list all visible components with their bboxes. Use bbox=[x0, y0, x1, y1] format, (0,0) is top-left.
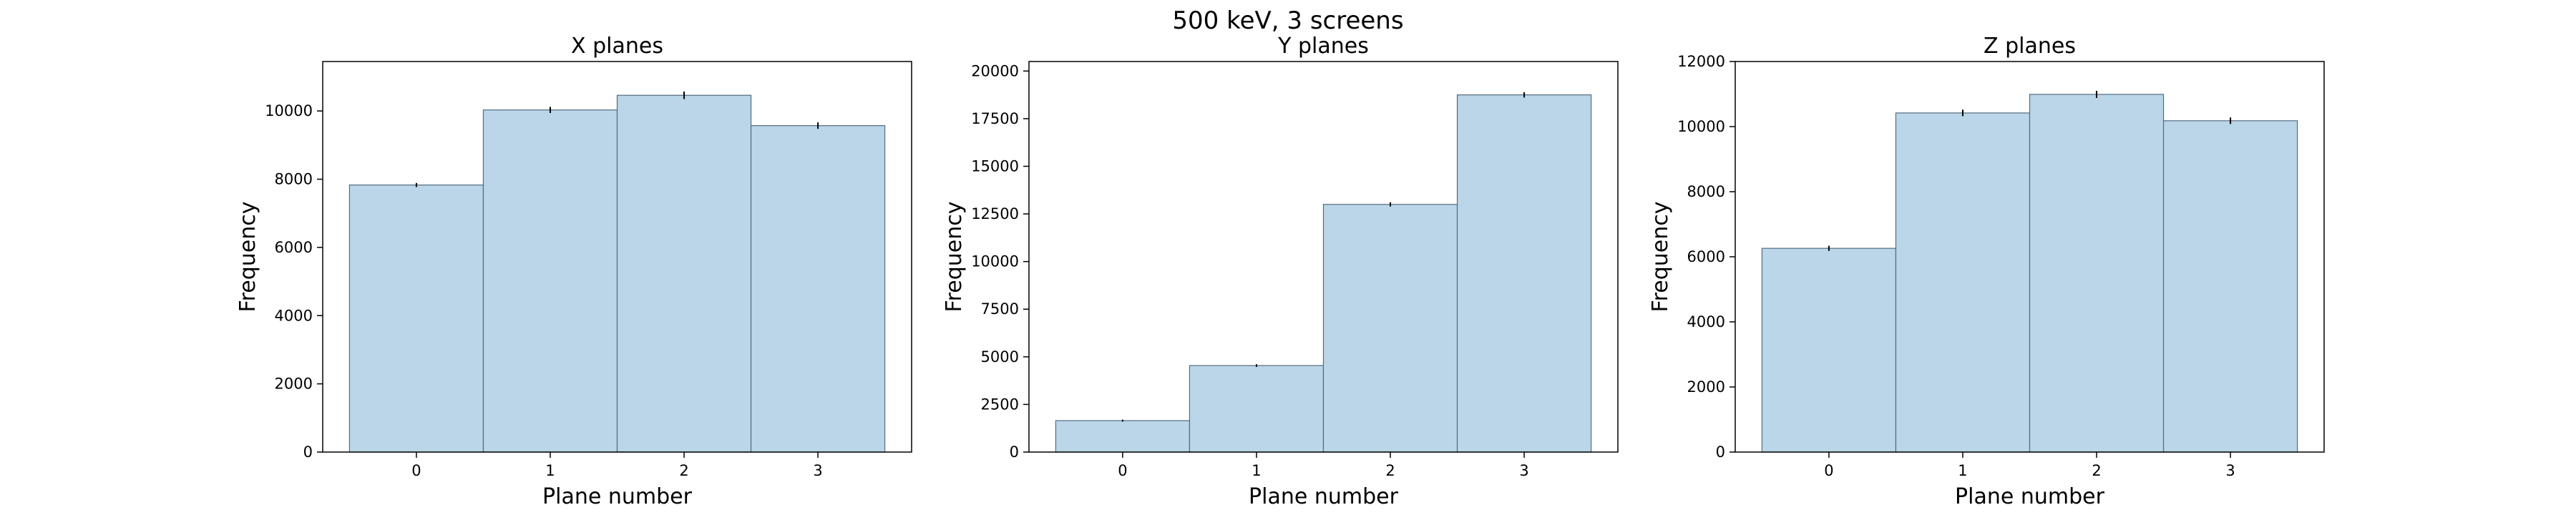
x-planes-ytick-label: 4000 bbox=[275, 307, 313, 324]
z-planes-bar-3 bbox=[2162, 120, 2298, 453]
x-planes-title: X planes bbox=[571, 34, 663, 59]
y-planes-ytick-label: 12500 bbox=[971, 205, 1019, 222]
z-planes-bar-0 bbox=[1761, 247, 1897, 453]
y-planes-ytick-label: 0 bbox=[1010, 443, 1019, 461]
z-planes-ytick-label: 0 bbox=[1716, 443, 1725, 461]
z-planes-xlabel: Plane number bbox=[1955, 484, 2105, 509]
z-planes-ytick-label: 10000 bbox=[1677, 118, 1725, 135]
z-planes-ytick-label: 4000 bbox=[1687, 313, 1725, 330]
z-planes-xtick-label: 1 bbox=[1958, 462, 1967, 479]
z-planes-xtick-label: 2 bbox=[2092, 462, 2101, 479]
z-planes-title: Z planes bbox=[1984, 34, 2076, 59]
x-planes-ytick-label: 10000 bbox=[265, 102, 313, 119]
z-planes-xtick-label: 0 bbox=[1824, 462, 1833, 479]
x-planes-ytick-label: 8000 bbox=[275, 171, 313, 188]
x-planes-ylabel: Frequency bbox=[235, 202, 260, 313]
x-planes-ytick-label: 6000 bbox=[275, 239, 313, 256]
y-planes-xtick-label: 2 bbox=[1385, 462, 1395, 479]
y-planes-bar-2 bbox=[1322, 204, 1458, 453]
y-planes-title: Y planes bbox=[1277, 34, 1369, 59]
y-planes-xlabel: Plane number bbox=[1249, 484, 1399, 509]
y-planes-ytick-label: 15000 bbox=[971, 157, 1019, 175]
z-planes-ytick-label: 2000 bbox=[1687, 378, 1725, 396]
y-planes-bar-0 bbox=[1055, 420, 1191, 453]
y-planes-bar-3 bbox=[1456, 94, 1592, 453]
z-planes-panel: 0 2000 4000 6000 8000 10000 12000 0 1 2 3 Z planes P… bbox=[1648, 34, 2325, 509]
y-planes-axes-frame bbox=[1028, 61, 1619, 453]
x-planes-ytick-label: 0 bbox=[303, 443, 313, 461]
x-planes-bar-0 bbox=[348, 185, 484, 453]
y-planes-xtick-label: 1 bbox=[1252, 462, 1261, 479]
x-planes-xtick-label: 1 bbox=[545, 462, 555, 479]
y-planes-ytick-label: 2500 bbox=[981, 396, 1019, 413]
y-planes-ytick-label: 7500 bbox=[981, 300, 1019, 318]
x-planes-axes-frame bbox=[322, 61, 912, 453]
x-planes-ytick-label: 2000 bbox=[275, 376, 313, 393]
x-planes-bar-2 bbox=[616, 94, 752, 453]
x-planes-xtick-label: 3 bbox=[813, 462, 822, 479]
y-planes-ytick-label: 17500 bbox=[971, 110, 1019, 127]
z-planes-xtick-label: 3 bbox=[2225, 462, 2235, 479]
x-planes-xtick-label: 2 bbox=[679, 462, 688, 479]
x-planes-bar-3 bbox=[750, 125, 886, 453]
z-planes-ytick-label: 6000 bbox=[1687, 248, 1725, 265]
y-planes-ytick-label: 10000 bbox=[971, 253, 1019, 270]
z-planes-bar-2 bbox=[2029, 94, 2165, 453]
x-planes-xtick-label: 0 bbox=[411, 462, 421, 479]
y-planes-panel: 0 2500 5000 7500 10000 12500 15000 17500 20000 0 1… bbox=[942, 34, 1619, 509]
y-planes-ytick-label: 20000 bbox=[971, 62, 1019, 79]
z-planes-bar-1 bbox=[1895, 112, 2031, 453]
y-planes-xtick-label: 3 bbox=[1519, 462, 1528, 479]
z-planes-ytick-label: 12000 bbox=[1677, 53, 1725, 70]
y-planes-xtick-label: 0 bbox=[1118, 462, 1127, 479]
y-planes-ylabel: Frequency bbox=[942, 202, 967, 313]
x-planes-panel: 0 2000 4000 6000 8000 10000 0 1 2 3 X planes Plane … bbox=[235, 34, 912, 509]
y-planes-ytick-label: 5000 bbox=[981, 348, 1019, 366]
z-planes-ylabel: Frequency bbox=[1648, 202, 1673, 313]
y-planes-bar-1 bbox=[1189, 365, 1324, 453]
x-planes-bar-1 bbox=[482, 109, 618, 453]
figure-suptitle: 500 keV, 3 screens bbox=[1172, 6, 1403, 35]
z-planes-ytick-label: 8000 bbox=[1687, 183, 1725, 200]
x-planes-xlabel: Plane number bbox=[542, 484, 693, 509]
